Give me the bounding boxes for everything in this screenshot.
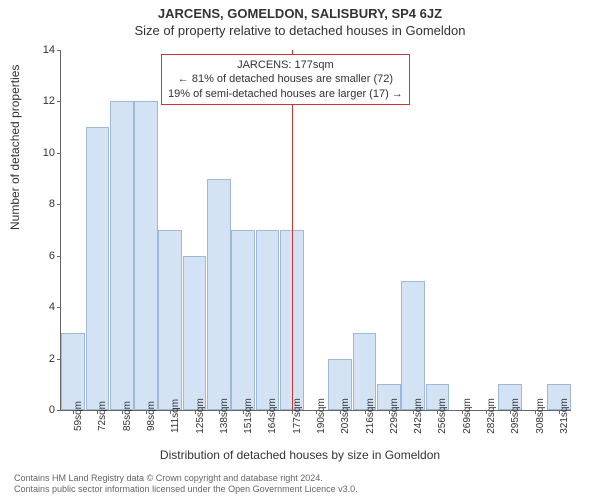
x-tick-label: 85sqm <box>122 401 133 431</box>
x-tick-label: 72sqm <box>97 401 108 431</box>
x-tick-label: 190sqm <box>316 398 327 434</box>
x-tick-label: 125sqm <box>195 398 206 434</box>
histogram-bar <box>256 230 280 410</box>
x-tick-label: 59sqm <box>73 401 84 431</box>
histogram-bar <box>231 230 255 410</box>
footer: Contains HM Land Registry data © Crown c… <box>14 473 358 496</box>
histogram-bar <box>158 230 182 410</box>
y-tick-mark <box>57 256 61 257</box>
histogram-bar <box>61 333 85 410</box>
main-title: JARCENS, GOMELDON, SALISBURY, SP4 6JZ <box>0 0 600 21</box>
y-tick-mark <box>57 50 61 51</box>
x-axis-label: Distribution of detached houses by size … <box>0 448 600 462</box>
x-tick-label: 138sqm <box>219 398 230 434</box>
x-tick-label: 229sqm <box>389 398 400 434</box>
footer-line-1: Contains HM Land Registry data © Crown c… <box>14 473 358 485</box>
histogram-bar <box>207 179 231 410</box>
y-tick-mark <box>57 101 61 102</box>
sub-title: Size of property relative to detached ho… <box>0 21 600 42</box>
x-tick-label: 295sqm <box>510 398 521 434</box>
info-line-2: ← 81% of detached houses are smaller (72… <box>168 72 403 86</box>
y-tick-mark <box>57 410 61 411</box>
x-tick-label: 242sqm <box>413 398 424 434</box>
y-tick-mark <box>57 307 61 308</box>
info-line-1: JARCENS: 177sqm <box>168 58 403 72</box>
chart-container: JARCENS, GOMELDON, SALISBURY, SP4 6JZ Si… <box>0 0 600 500</box>
x-tick-label: 98sqm <box>146 401 157 431</box>
x-tick-label: 269sqm <box>462 398 473 434</box>
histogram-bar <box>134 101 158 410</box>
histogram-bar <box>110 101 134 410</box>
histogram-bar <box>183 256 207 410</box>
x-tick-label: 308sqm <box>535 398 546 434</box>
x-tick-label: 256sqm <box>437 398 448 434</box>
x-tick-label: 282sqm <box>486 398 497 434</box>
y-tick-mark <box>57 204 61 205</box>
plot-area: JARCENS: 177sqm ← 81% of detached houses… <box>60 50 571 411</box>
info-box: JARCENS: 177sqm ← 81% of detached houses… <box>161 54 410 105</box>
x-tick-label: 203sqm <box>340 398 351 434</box>
info-line-3: 19% of semi-detached houses are larger (… <box>168 87 403 101</box>
x-tick-label: 321sqm <box>559 398 570 434</box>
x-tick-label: 111sqm <box>170 399 181 433</box>
x-tick-label: 177sqm <box>292 398 303 434</box>
histogram-bar <box>401 281 425 410</box>
x-tick-label: 216sqm <box>365 398 376 434</box>
y-axis-label: Number of detached properties <box>8 65 22 230</box>
footer-line-2: Contains public sector information licen… <box>14 484 358 496</box>
y-tick-mark <box>57 153 61 154</box>
x-tick-label: 164sqm <box>267 398 278 434</box>
histogram-bar <box>86 127 110 410</box>
x-tick-label: 151sqm <box>243 398 254 434</box>
